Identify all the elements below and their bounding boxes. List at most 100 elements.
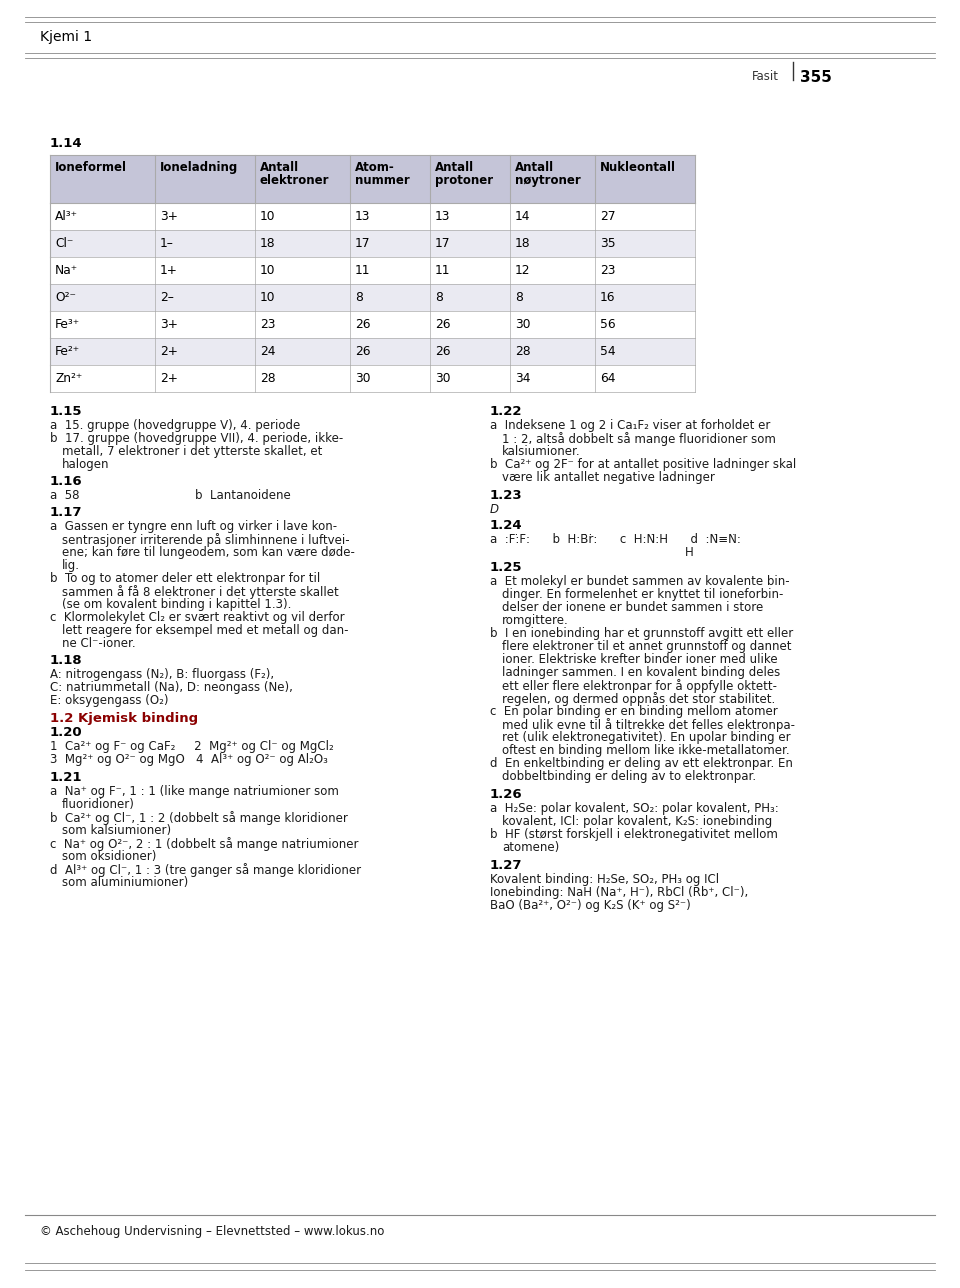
Text: Kovalent binding: H₂Se, SO₂, PH₃ og ICl: Kovalent binding: H₂Se, SO₂, PH₃ og ICl (490, 873, 719, 886)
Text: 26: 26 (355, 318, 371, 331)
Text: 8: 8 (515, 291, 523, 304)
Bar (50, 283, 695, 310)
Text: 30: 30 (515, 318, 531, 331)
Text: 1+: 1+ (160, 264, 178, 277)
Text: 1  Ca²⁺ og F⁻ og CaF₂     2  Mg²⁺ og Cl⁻ og MgCl₂: 1 Ca²⁺ og F⁻ og CaF₂ 2 Mg²⁺ og Cl⁻ og Mg… (50, 741, 334, 753)
Text: 1.17: 1.17 (50, 506, 83, 519)
Text: 26: 26 (435, 345, 450, 358)
Text: Fasit: Fasit (752, 70, 779, 82)
Text: 2+: 2+ (160, 345, 178, 358)
Text: 1.23: 1.23 (490, 489, 522, 502)
Text: 56: 56 (600, 318, 615, 331)
Text: med ulik evne til å tiltrekke det felles elektronpa-: med ulik evne til å tiltrekke det felles… (502, 717, 795, 732)
Text: 17: 17 (355, 237, 371, 250)
Text: protoner: protoner (435, 174, 493, 187)
Bar (50, 204, 695, 231)
Text: d  Al³⁺ og Cl⁻, 1 : 3 (tre ganger så mange kloridioner: d Al³⁺ og Cl⁻, 1 : 3 (tre ganger så mang… (50, 863, 361, 877)
Text: 1.18: 1.18 (50, 654, 83, 667)
Bar (50, 231, 695, 258)
Text: 1.15: 1.15 (50, 404, 83, 419)
Text: 30: 30 (435, 372, 450, 385)
Text: Nukleontall: Nukleontall (600, 161, 676, 174)
Text: ett eller flere elektronpar for å oppfylle oktett-: ett eller flere elektronpar for å oppfyl… (502, 679, 777, 693)
Text: 26: 26 (435, 318, 450, 331)
Bar (50, 337, 695, 365)
Text: flere elektroner til et annet grunnstoff og dannet: flere elektroner til et annet grunnstoff… (502, 640, 791, 653)
Text: 14: 14 (515, 210, 531, 223)
Text: 34: 34 (515, 372, 531, 385)
Text: sammen å få 8 elektroner i det ytterste skallet: sammen å få 8 elektroner i det ytterste … (62, 585, 339, 599)
Text: ladninger sammen. I en kovalent binding deles: ladninger sammen. I en kovalent binding … (502, 666, 780, 679)
Text: delser der ionene er bundet sammen i store: delser der ionene er bundet sammen i sto… (502, 601, 763, 614)
Text: Ionebinding: NaH (Na⁺, H⁻), RbCl (Rb⁺, Cl⁻),: Ionebinding: NaH (Na⁺, H⁻), RbCl (Rb⁺, C… (490, 886, 748, 899)
Text: 17: 17 (435, 237, 450, 250)
Text: 3+: 3+ (160, 318, 178, 331)
Text: 1–: 1– (160, 237, 174, 250)
Text: som aluminiumioner): som aluminiumioner) (62, 876, 188, 889)
Text: kalsiumioner.: kalsiumioner. (502, 444, 581, 459)
Text: metall, 7 elektroner i det ytterste skallet, et: metall, 7 elektroner i det ytterste skal… (62, 444, 323, 459)
Bar (50, 365, 695, 392)
Text: dobbeltbinding er deling av to elektronpar.: dobbeltbinding er deling av to elektronp… (502, 770, 756, 783)
Text: a  :Ḟ:̇Ḟ:      b  H:Ḃṙ:      c  H:Ṅ:H      d  :Ṅ≡Ṅ:: a :Ḟ:̇Ḟ: b H:Ḃṙ: c H:Ṅ:H d :Ṅ≡Ṅ: (490, 533, 741, 546)
Text: a  15. gruppe (hovedgruppe V), 4. periode: a 15. gruppe (hovedgruppe V), 4. periode (50, 419, 300, 431)
Text: 1.25: 1.25 (490, 562, 522, 574)
Text: 26: 26 (355, 345, 371, 358)
Text: romgittere.: romgittere. (502, 614, 568, 627)
Text: c  Klormolekylet Cl₂ er svært reaktivt og vil derfor: c Klormolekylet Cl₂ er svært reaktivt og… (50, 611, 345, 623)
Text: lett reagere for eksempel med et metall og dan-: lett reagere for eksempel med et metall … (62, 623, 348, 638)
Text: b  17. gruppe (hovedgruppe VII), 4. periode, ikke-: b 17. gruppe (hovedgruppe VII), 4. perio… (50, 431, 344, 444)
Text: 28: 28 (515, 345, 531, 358)
Text: 1 : 2, altså dobbelt så mange fluoridioner som: 1 : 2, altså dobbelt så mange fluoridion… (502, 431, 776, 446)
Text: 54: 54 (600, 345, 615, 358)
Text: 10: 10 (260, 264, 276, 277)
Text: 18: 18 (260, 237, 276, 250)
Text: 1.20: 1.20 (50, 726, 83, 739)
Bar (50, 310, 695, 337)
Text: 11: 11 (435, 264, 450, 277)
Text: 28: 28 (260, 372, 276, 385)
Text: d  En enkeltbinding er deling av ett elektronpar. En: d En enkeltbinding er deling av ett elek… (490, 757, 793, 770)
Text: A: nitrogengass (N₂), B: fluorgass (F₂),: A: nitrogengass (N₂), B: fluorgass (F₂), (50, 668, 275, 681)
Text: Zn²⁺: Zn²⁺ (55, 372, 83, 385)
Text: Atom-: Atom- (355, 161, 395, 174)
Text: b  HF (størst forskjell i elektronegativitet mellom: b HF (størst forskjell i elektronegativi… (490, 828, 778, 841)
Text: ret (ulik elektronegativitet). En upolar binding er: ret (ulik elektronegativitet). En upolar… (502, 732, 791, 744)
Text: 23: 23 (600, 264, 615, 277)
Text: kovalent, ICl: polar kovalent, K₂S: ionebinding: kovalent, ICl: polar kovalent, K₂S: ione… (502, 815, 772, 828)
Text: a  Indeksene 1 og 2 i Ca₁F₂ viser at forholdet er: a Indeksene 1 og 2 i Ca₁F₂ viser at forh… (490, 419, 770, 431)
Text: 18: 18 (515, 237, 531, 250)
Text: 8: 8 (355, 291, 363, 304)
Text: Antall: Antall (260, 161, 300, 174)
Text: være lik antallet negative ladninger: være lik antallet negative ladninger (502, 471, 715, 484)
Text: 1.22: 1.22 (490, 404, 522, 419)
Text: Fe²⁺: Fe²⁺ (55, 345, 80, 358)
Text: C: natriummetall (Na), D: neongass (Ne),: C: natriummetall (Na), D: neongass (Ne), (50, 681, 293, 694)
Text: 10: 10 (260, 291, 276, 304)
Text: nøytroner: nøytroner (515, 174, 581, 187)
Text: b  Ca²⁺ og Cl⁻, 1 : 2 (dobbelt så mange kloridioner: b Ca²⁺ og Cl⁻, 1 : 2 (dobbelt så mange k… (50, 811, 348, 826)
Text: 1.2 Kjemisk binding: 1.2 Kjemisk binding (50, 712, 198, 725)
Text: 11: 11 (355, 264, 371, 277)
Text: Kjemi 1: Kjemi 1 (40, 30, 92, 44)
Text: (se om kovalent binding i kapittel 1.3).: (se om kovalent binding i kapittel 1.3). (62, 598, 292, 611)
Text: a  Gassen er tyngre enn luft og virker i lave kon-: a Gassen er tyngre enn luft og virker i … (50, 520, 337, 533)
Text: 355: 355 (800, 70, 832, 85)
Text: 1.21: 1.21 (50, 772, 83, 784)
Bar (50, 155, 695, 204)
Text: 1.16: 1.16 (50, 475, 83, 488)
Text: fluoridioner): fluoridioner) (62, 799, 134, 811)
Text: 1.26: 1.26 (490, 788, 522, 801)
Text: oftest en binding mellom like ikke-metallatomer.: oftest en binding mellom like ikke-metal… (502, 744, 790, 757)
Text: 1.14: 1.14 (50, 137, 83, 149)
Text: a  Et molekyl er bundet sammen av kovalente bin-: a Et molekyl er bundet sammen av kovalen… (490, 574, 790, 589)
Text: © Aschehoug Undervisning – Elevnettsted – www.lokus.no: © Aschehoug Undervisning – Elevnettsted … (40, 1225, 384, 1238)
Text: Ioneformel: Ioneformel (55, 161, 127, 174)
Text: regelen, og dermed oppnås det stor stabilitet.: regelen, og dermed oppnås det stor stabi… (502, 692, 776, 706)
Text: 2–: 2– (160, 291, 174, 304)
Text: elektroner: elektroner (260, 174, 329, 187)
Text: b  To og to atomer deler ett elektronpar for til: b To og to atomer deler ett elektronpar … (50, 572, 321, 585)
Text: BaO (Ba²⁺, O²⁻) og K₂S (K⁺ og S²⁻): BaO (Ba²⁺, O²⁻) og K₂S (K⁺ og S²⁻) (490, 899, 691, 912)
Text: 3  Mg²⁺ og O²⁻ og MgO   4  Al³⁺ og O²⁻ og Al₂O₃: 3 Mg²⁺ og O²⁻ og MgO 4 Al³⁺ og O²⁻ og Al… (50, 753, 328, 766)
Text: nummer: nummer (355, 174, 410, 187)
